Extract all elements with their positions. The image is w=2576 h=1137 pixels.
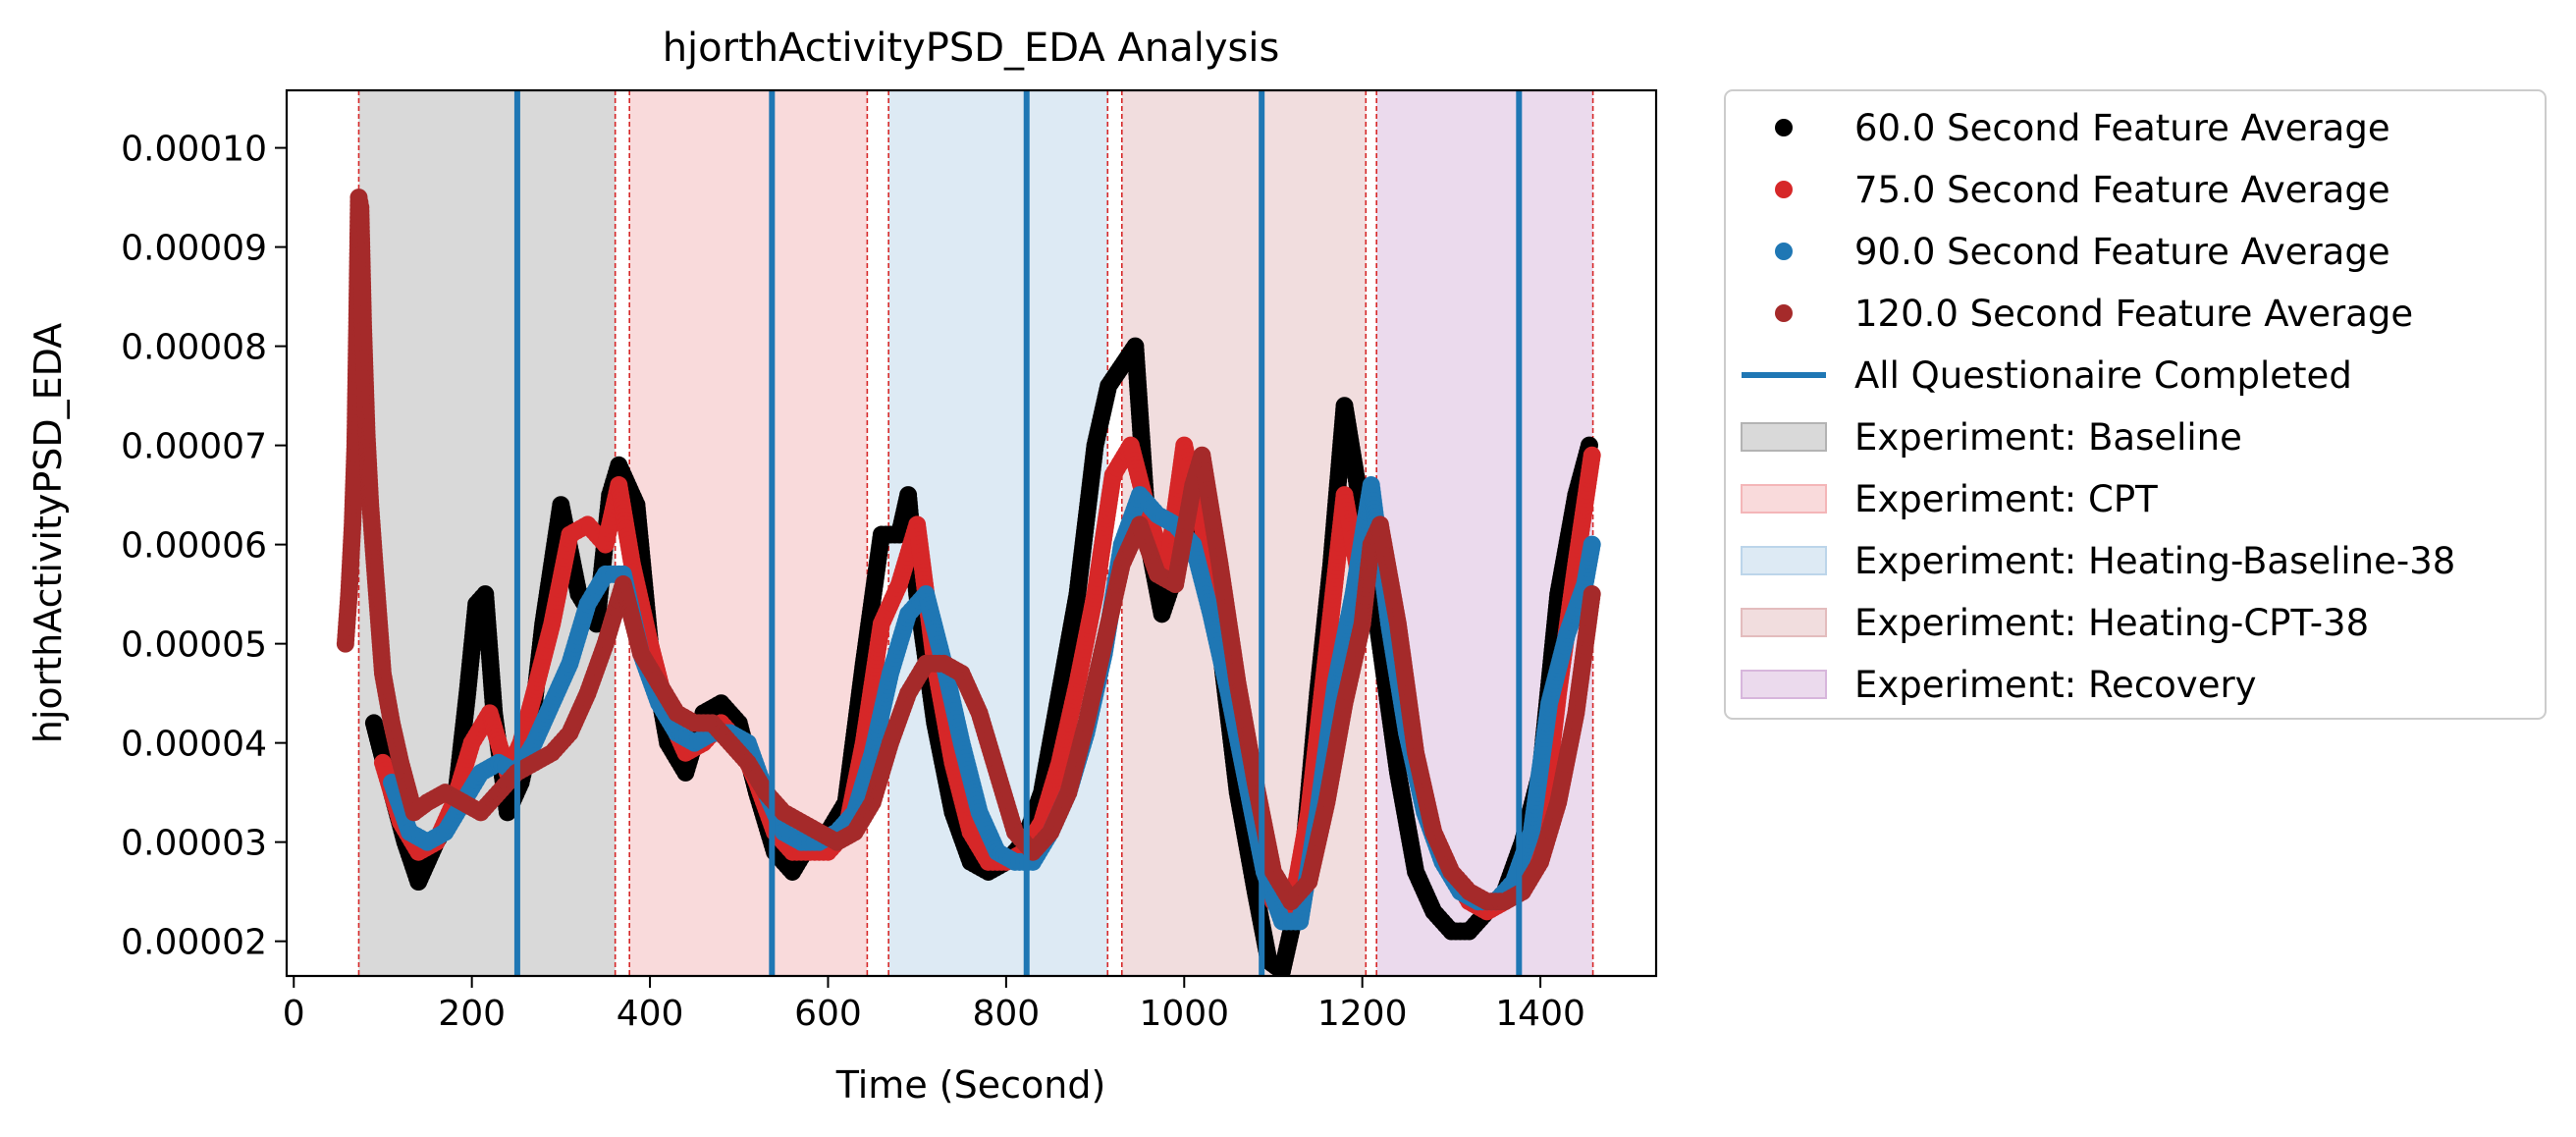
legend-label: 90.0 Second Feature Average	[1854, 231, 2390, 273]
x-axis-label: Time (Second)	[835, 1063, 1106, 1107]
legend-entry-all-questionaire-completed: All Questionaire Completed	[1742, 354, 2352, 397]
legend-entry-experiment-baseline: Experiment: Baseline	[1741, 416, 2242, 459]
plot-frame	[285, 88, 1658, 978]
legend-entry-75-0-second-feature-average: 75.0 Second Feature Average	[1775, 169, 2390, 211]
series-points	[336, 189, 1601, 976]
data-point	[1583, 585, 1601, 604]
x-tick-label: 0	[283, 994, 305, 1034]
legend-entry-120-0-second-feature-average: 120.0 Second Feature Average	[1775, 293, 2413, 335]
legend-patch	[1741, 670, 1827, 699]
data-point	[1583, 446, 1601, 464]
y-tick-label: 0.00009	[121, 229, 267, 269]
legend-patch	[1741, 546, 1827, 575]
x-tick-label: 1400	[1495, 994, 1585, 1034]
x-tick-label: 1200	[1317, 994, 1408, 1034]
legend-frame	[1724, 89, 2547, 720]
legend-label: Experiment: Heating-Baseline-38	[1854, 540, 2455, 582]
x-tick-label: 800	[973, 994, 1041, 1034]
legend-label: 60.0 Second Feature Average	[1854, 107, 2390, 149]
x-tick-label: 600	[794, 994, 862, 1034]
legend-patch	[1741, 484, 1827, 514]
legend-marker	[1775, 181, 1793, 198]
legend-label: 75.0 Second Feature Average	[1854, 169, 2390, 211]
legend-marker	[1775, 243, 1793, 260]
x-tick-label: 1000	[1139, 994, 1229, 1034]
legend-label: All Questionaire Completed	[1854, 354, 2352, 397]
data-point	[1583, 535, 1601, 554]
y-axis-label: hjorthActivityPSD_EDA	[27, 323, 70, 744]
x-tick-label: 200	[438, 994, 506, 1034]
y-tick-label: 0.00004	[121, 725, 267, 765]
legend-label: Experiment: Heating-CPT-38	[1854, 602, 2369, 644]
chart-title: hjorthActivityPSD_EDA Analysis	[663, 26, 1280, 71]
legend-entry-90-0-second-feature-average: 90.0 Second Feature Average	[1775, 231, 2390, 273]
legend-patch	[1741, 422, 1827, 452]
y-tick-label: 0.00002	[121, 923, 267, 963]
legend-entry-experiment-cpt: Experiment: CPT	[1741, 478, 2158, 520]
legend-label: 120.0 Second Feature Average	[1854, 293, 2413, 335]
legend-entry-experiment-heating-baseline-38: Experiment: Heating-Baseline-38	[1741, 540, 2455, 582]
legend-patch	[1741, 608, 1827, 637]
legend-entry-experiment-recovery: Experiment: Recovery	[1741, 664, 2257, 706]
x-tick-label: 400	[617, 994, 684, 1034]
y-tick-label: 0.00005	[121, 625, 267, 666]
legend-marker	[1775, 304, 1793, 322]
plot-area	[285, 88, 1658, 978]
legend-label: Experiment: Recovery	[1854, 664, 2257, 706]
legend-entry-60-0-second-feature-average: 60.0 Second Feature Average	[1775, 107, 2390, 149]
legend-label: Experiment: Baseline	[1854, 416, 2242, 459]
chart-legend: 60.0 Second Feature Average 75.0 Second F…	[1724, 89, 2547, 720]
y-tick-label: 0.00007	[121, 427, 267, 467]
y-tick-label: 0.00008	[121, 328, 267, 368]
questionnaire-lines	[513, 90, 1523, 976]
legend-entry-experiment-heating-cpt-38: Experiment: Heating-CPT-38	[1741, 602, 2369, 644]
y-tick-label: 0.00006	[121, 526, 267, 567]
y-tick-label: 0.00003	[121, 824, 267, 864]
legend-label: Experiment: CPT	[1854, 478, 2158, 520]
y-tick-label: 0.00010	[121, 130, 267, 170]
y-axis-ticks: 0.00002 0.00003 0.00004 0.00005 0.00006 0.000…	[121, 130, 287, 963]
legend-marker	[1775, 119, 1793, 136]
x-axis-ticks: 0 200 400 600 800 1000 1200 1400	[283, 976, 1585, 1034]
